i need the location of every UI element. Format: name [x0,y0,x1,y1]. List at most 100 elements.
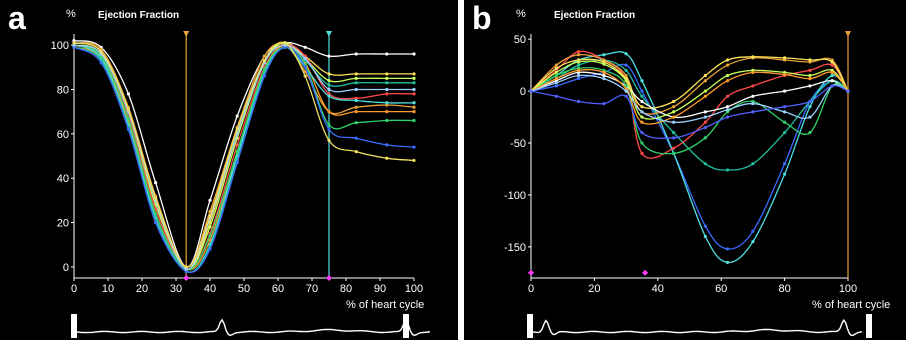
series-line [530,60,849,120]
data-point [72,41,76,45]
marker-diamond [183,275,190,281]
x-tick-label: 0 [528,283,534,295]
data-point [385,101,389,105]
data-point [672,146,676,150]
data-point [554,94,558,98]
data-point [412,52,416,56]
data-point [303,65,307,69]
series-line [73,44,415,271]
data-point [624,79,628,83]
y-tick-label: 80 [57,84,69,96]
data-point [808,58,812,62]
data-point [576,77,581,81]
marker-diamond [528,269,534,276]
x-tick-label: 100 [405,283,423,295]
data-point [385,52,389,56]
data-point [751,84,755,88]
data-point [751,55,755,59]
x-tick-label: 60 [715,283,727,295]
y-tick-label: -150 [504,242,526,254]
data-point [262,67,266,72]
data-point [99,61,103,65]
y-tick-label: 40 [57,173,69,185]
data-point [703,73,707,78]
data-point [808,73,812,78]
data-point [640,131,644,135]
data-point [602,62,606,66]
data-point [703,224,707,228]
data-point [126,107,130,112]
data-point [576,50,581,54]
data-point [327,123,331,127]
series-line [73,44,415,273]
data-point [208,198,212,202]
data-point [672,131,676,135]
series-line [73,41,415,268]
data-point [783,110,787,114]
data-point [783,131,787,135]
series-line [530,74,849,124]
data-point [126,92,130,96]
panel-label-a: a [8,0,26,36]
series-line [530,69,849,125]
data-point [640,151,644,156]
data-point [303,56,307,61]
data-point [602,70,606,75]
data-point [640,105,644,109]
data-point [751,70,755,75]
ecg-trace [532,318,863,337]
data-point [385,110,389,114]
data-point [412,158,416,163]
data-point [412,145,416,149]
data-point [624,94,628,98]
data-point [354,96,358,100]
series-line [530,50,849,159]
data-point [783,105,787,109]
y-unit-a: % [66,8,76,20]
data-point [808,68,812,72]
chart-panel-a: a % Ejection Fraction % of heart cycle 0… [0,0,458,340]
data-point [640,89,644,93]
data-point [385,92,389,96]
x-tick-label: 40 [652,283,664,295]
data-point [412,81,416,85]
data-point [412,87,416,92]
data-point [327,78,331,83]
data-point [327,54,331,58]
data-point [554,73,558,78]
data-point [624,63,628,67]
panel-label-b: b [472,0,492,36]
data-point [576,63,581,67]
data-point [783,72,787,77]
data-point [725,94,730,98]
data-point [208,225,212,229]
data-point [327,83,331,87]
data-point [412,92,416,96]
x-tick-label: 10 [102,283,114,295]
data-point [725,58,730,62]
data-point [751,94,755,98]
data-point [640,99,644,104]
x-tick-label: 80 [778,283,790,295]
data-point [725,247,730,251]
data-point [783,56,787,60]
data-point [783,162,787,166]
data-point [640,79,644,83]
data-point [703,234,707,239]
data-point [72,39,76,43]
data-point [354,149,358,154]
data-point [154,220,158,225]
data-point [283,41,287,45]
x-tick-label: 30 [170,283,182,295]
data-point [354,110,358,114]
data-point [554,63,558,67]
x-tick-label: 100 [839,283,857,295]
data-point [235,161,239,165]
data-point [624,73,628,78]
y-tick-label: 60 [57,129,69,141]
data-point [624,68,628,72]
series-line [73,41,415,268]
data-point [703,115,707,119]
data-point [262,74,266,78]
data-point [354,98,358,103]
